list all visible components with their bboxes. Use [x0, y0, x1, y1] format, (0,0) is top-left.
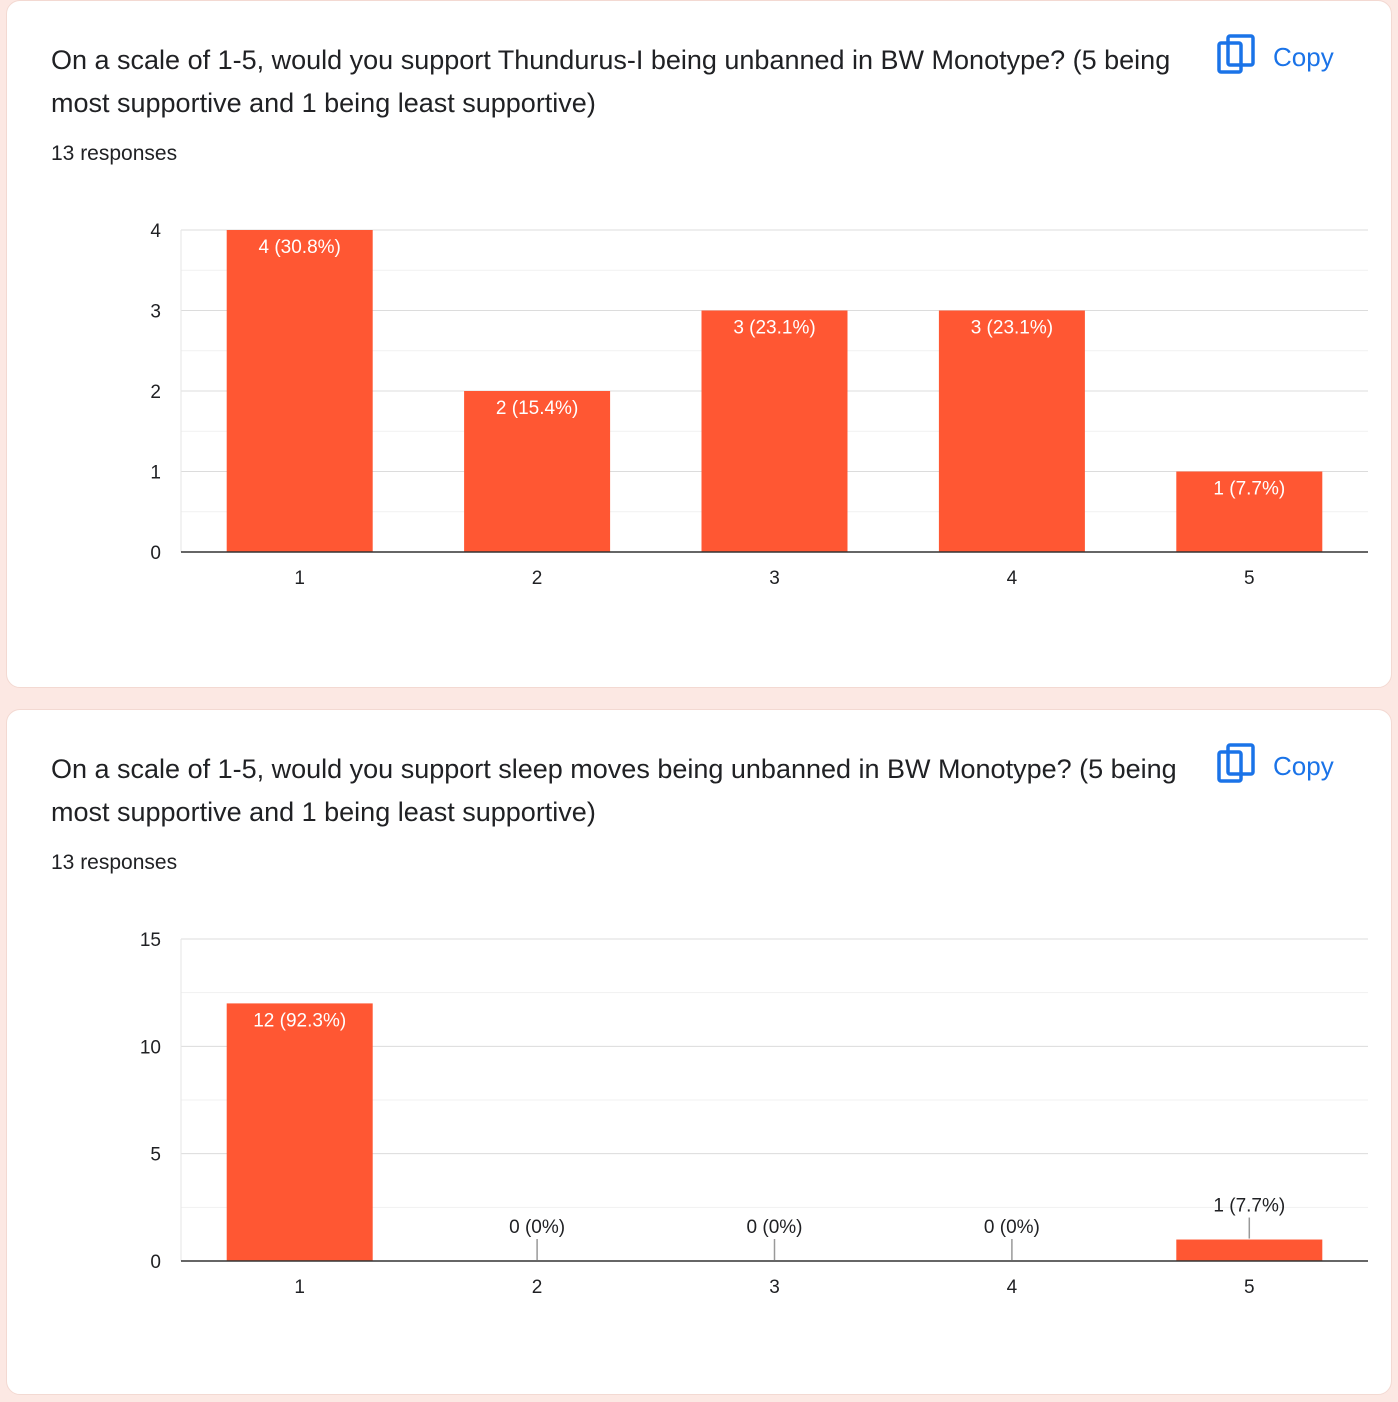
bar-chart: 0 5 10 15 12 (92.3%) 1 0 (0%) 2 0 (0%) 3 0 (0%) 4 1 …: [140, 930, 1368, 1298]
y-tick-label: 5: [150, 1145, 161, 1166]
bar: [701, 310, 848, 552]
x-tick-label: 4: [1007, 1277, 1018, 1298]
y-tick-label: 1: [150, 463, 161, 484]
bar: [226, 1003, 373, 1261]
x-tick-label: 1: [294, 1277, 305, 1298]
data-label: 0 (0%): [984, 1217, 1040, 1238]
bar: [1176, 471, 1323, 552]
copy-label: Copy: [1273, 42, 1334, 72]
x-tick-label: 4: [1007, 568, 1018, 589]
bar: [226, 230, 373, 552]
data-label: 12 (92.3%): [253, 1010, 346, 1031]
response-count: 13 responses: [51, 851, 178, 874]
y-tick-label: 15: [140, 930, 161, 951]
y-tick-label: 4: [150, 221, 161, 242]
question-card: On a scale of 1-5, would you support Thu…: [6, 0, 1392, 688]
copy-icon: [1217, 742, 1257, 791]
x-tick-label: 3: [769, 568, 780, 589]
y-tick-label: 10: [140, 1037, 161, 1058]
data-label: 0 (0%): [747, 1217, 803, 1238]
data-label: 2 (15.4%): [496, 398, 578, 419]
question-title: On a scale of 1-5, would you support Thu…: [51, 45, 1171, 118]
copy-icon: [1217, 33, 1257, 82]
x-tick-label: 2: [532, 568, 543, 589]
x-tick-label: 5: [1244, 1277, 1255, 1298]
question-title: On a scale of 1-5, would you support sle…: [51, 754, 1177, 827]
data-label: 3 (23.1%): [733, 318, 815, 339]
y-tick-label: 0: [150, 543, 161, 564]
data-label: 3 (23.1%): [971, 318, 1053, 339]
data-label: 4 (30.8%): [259, 237, 341, 258]
copy-button[interactable]: Copy: [1217, 742, 1334, 791]
bar: [464, 391, 611, 552]
y-tick-label: 2: [150, 382, 161, 403]
x-tick-label: 2: [532, 1277, 543, 1298]
y-tick-label: 3: [150, 302, 161, 323]
x-tick-label: 3: [769, 1277, 780, 1298]
bar: [938, 310, 1085, 552]
x-tick-label: 1: [294, 568, 305, 589]
copy-button[interactable]: Copy: [1217, 33, 1334, 82]
bar-chart: 0 1 2 3 4 4 (30.8%) 1 2 (15.4%) 2 3 (23.1%) 3 3 (23…: [150, 221, 1368, 589]
y-tick-label: 0: [150, 1252, 161, 1273]
x-tick-label: 5: [1244, 568, 1255, 589]
question-card: On a scale of 1-5, would you support sle…: [6, 709, 1392, 1395]
response-count: 13 responses: [51, 142, 178, 165]
data-label: 1 (7.7%): [1213, 479, 1285, 500]
bar: [1176, 1239, 1323, 1261]
data-label: 0 (0%): [509, 1217, 565, 1238]
copy-label: Copy: [1273, 751, 1334, 781]
data-label: 1 (7.7%): [1213, 1196, 1285, 1217]
